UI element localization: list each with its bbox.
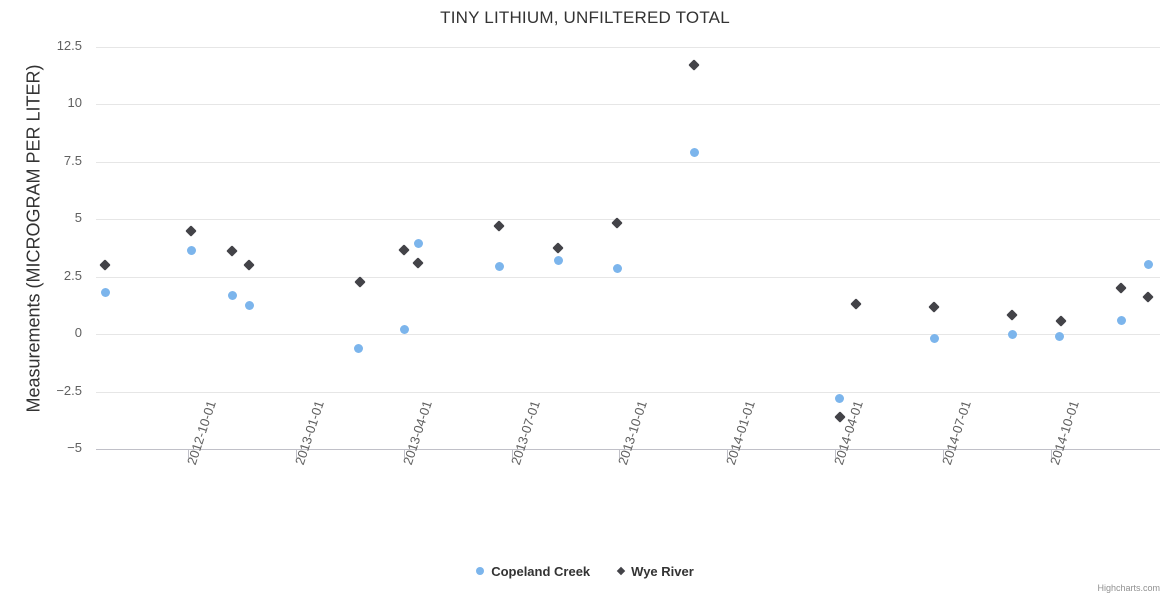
data-point[interactable] [1143,259,1153,269]
y-axis-tick-label: 5 [74,210,82,226]
data-point[interactable] [186,245,196,255]
plot-area [96,40,1160,449]
gridline [96,276,1160,278]
data-point[interactable] [353,343,363,353]
data-point[interactable] [243,259,255,271]
data-point[interactable] [928,301,940,313]
x-axis-tick-mark [512,450,513,458]
x-axis-tick-mark [943,450,944,458]
diamond-marker-icon [616,566,626,576]
data-point[interactable] [553,255,563,265]
data-point[interactable] [1142,291,1154,303]
y-axis-tick-label: 12.5 [56,37,82,53]
data-point[interactable] [1115,282,1127,294]
x-axis-tick-mark [188,450,189,458]
x-axis-tick-mark [727,450,728,458]
data-point[interactable] [1007,329,1017,339]
legend-label: Copeland Creek [491,563,591,579]
legend-label: Wye River [631,563,694,579]
data-point[interactable] [611,217,623,229]
data-point[interactable] [850,298,862,310]
y-axis-tick-label: 7.5 [63,152,82,168]
data-point[interactable] [1116,315,1126,325]
gridline [96,219,1160,221]
y-axis-tick-label: −2.5 [56,382,82,398]
circle-marker-icon [476,567,485,576]
data-point[interactable] [1006,309,1018,321]
data-point[interactable] [399,324,409,334]
data-point[interactable] [354,276,366,288]
x-axis-tick-mark [619,450,620,458]
x-axis-tick-mark [296,450,297,458]
data-point[interactable] [244,300,254,310]
credits-label: Highcharts.com [1097,583,1160,593]
gridline [96,334,1160,336]
data-point[interactable] [99,259,111,271]
data-point[interactable] [100,287,110,297]
data-point[interactable] [1055,315,1067,327]
gridline [96,104,1160,106]
data-point[interactable] [412,257,424,269]
data-point[interactable] [688,59,700,71]
legend-item-wye-river[interactable]: Wye River [616,563,694,579]
legend-item-copeland-creek[interactable]: Copeland Creek [476,563,590,579]
data-point[interactable] [398,244,410,256]
x-axis-tick-mark [404,450,405,458]
data-point[interactable] [612,263,622,273]
data-point[interactable] [494,261,504,271]
data-point[interactable] [1054,331,1064,341]
data-point[interactable] [929,333,939,343]
data-point[interactable] [834,411,846,423]
data-point[interactable] [226,245,238,257]
data-point[interactable] [185,225,197,237]
gridline [96,161,1160,163]
gridline [96,46,1160,48]
chart-legend: Copeland Creek Wye River [0,562,1170,579]
y-axis-tick-label: 10 [67,95,82,111]
chart-title: TINY LITHIUM, UNFILTERED TOTAL [440,8,730,27]
x-axis-tick-mark [1051,450,1052,458]
y-axis-tick-label: −5 [67,440,82,455]
data-point[interactable] [834,393,844,403]
x-axis-line [96,449,1160,450]
data-point[interactable] [689,147,699,157]
y-axis-tick-label: 2.5 [63,267,82,283]
data-point[interactable] [227,290,237,300]
data-point[interactable] [413,238,423,248]
x-axis-tick-mark [835,450,836,458]
y-axis-tick-label: 0 [74,325,82,341]
data-point[interactable] [493,220,505,232]
data-point[interactable] [552,242,564,254]
gridline [96,391,1160,393]
